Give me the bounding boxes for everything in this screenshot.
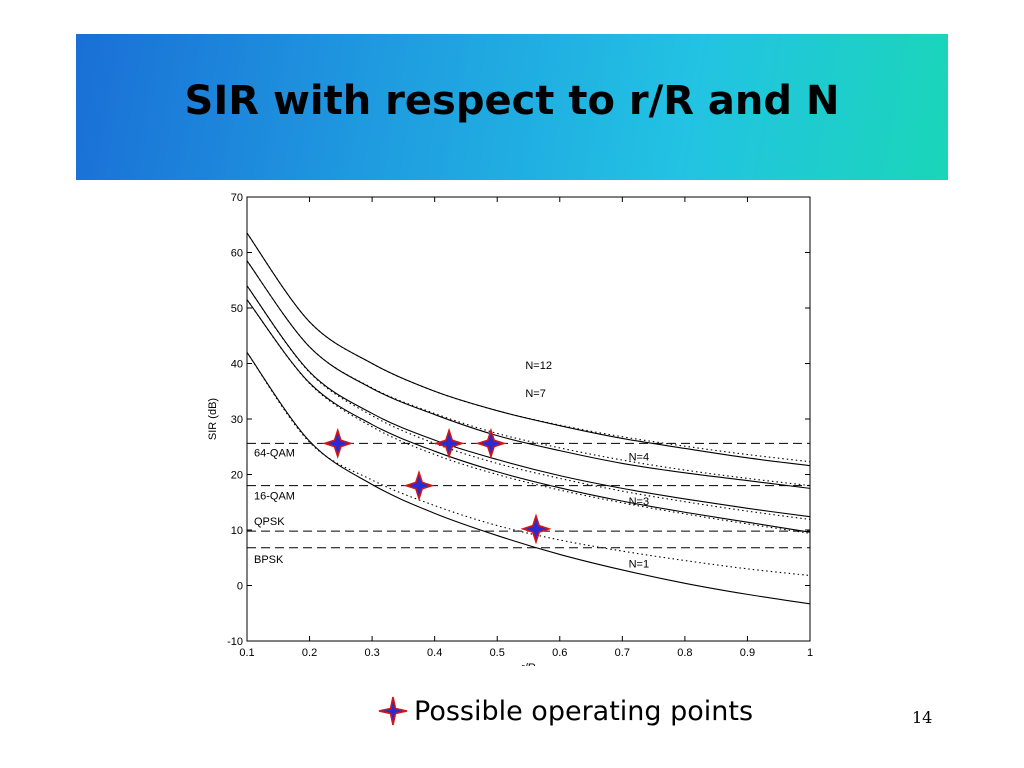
y-axis-label: SIR (dB) <box>207 398 219 440</box>
legend: Possible operating points <box>378 694 753 728</box>
threshold-label: 16-QAM <box>254 491 295 503</box>
x-tick-label: 0.8 <box>677 647 692 659</box>
x-tick-label: 0.1 <box>239 647 254 659</box>
threshold-label: 64-QAM <box>254 447 295 459</box>
x-tick-label: 0.5 <box>490 647 505 659</box>
y-tick-label: -10 <box>227 636 243 648</box>
x-tick-label: 1 <box>807 647 813 659</box>
series-n-12-dotted <box>247 232 810 463</box>
legend-label: Possible operating points <box>414 695 754 727</box>
slide-title: SIR with respect to r/R and N <box>184 78 840 124</box>
curve-label: N=4 <box>629 452 650 464</box>
y-tick-label: 0 <box>237 581 243 593</box>
operating-point-marker <box>322 427 354 459</box>
operating-point-marker <box>433 427 465 459</box>
y-tick-label: 60 <box>231 248 243 260</box>
x-tick-label: 0.7 <box>615 647 630 659</box>
y-tick-label: 20 <box>231 470 243 482</box>
x-tick-label: 0.6 <box>552 647 567 659</box>
sir-chart: 0.1 0.2 0.3 0.4 0.5 0.6 0.7 0.8 0.9 1 -10 0 10 20 30 40… <box>207 192 813 666</box>
series-n-4-solid <box>247 285 810 518</box>
x-axis-label: r/R <box>521 662 536 666</box>
y-tick-label: 70 <box>231 192 243 204</box>
page-number: 14 <box>912 708 933 727</box>
threshold-label: BPSK <box>254 554 284 566</box>
operating-point-star-icon <box>378 696 408 726</box>
y-tick-label: 40 <box>231 359 243 371</box>
operating-point-marker <box>475 427 507 459</box>
y-tick-label: 30 <box>231 414 243 426</box>
x-tick-label: 0.4 <box>427 647 442 659</box>
curve-label: N=7 <box>525 388 546 400</box>
series-n-3-solid <box>247 299 810 533</box>
operating-point-marker <box>403 470 435 502</box>
x-tick-label: 0.3 <box>364 647 379 659</box>
y-tick-label: 10 <box>231 525 243 537</box>
x-tick-label: 0.9 <box>740 647 755 659</box>
series-n-4-dotted <box>247 285 810 521</box>
operating-point-marker <box>520 513 552 545</box>
y-tick-label: 50 <box>231 303 243 315</box>
series-n-7-dotted <box>247 260 810 487</box>
curve-label: N=3 <box>629 496 650 508</box>
threshold-label: QPSK <box>254 516 285 528</box>
curve-label: N=1 <box>629 559 650 571</box>
x-tick-label: 0.2 <box>302 647 317 659</box>
title-banner <box>76 34 948 180</box>
curve-label: N=12 <box>525 360 552 372</box>
